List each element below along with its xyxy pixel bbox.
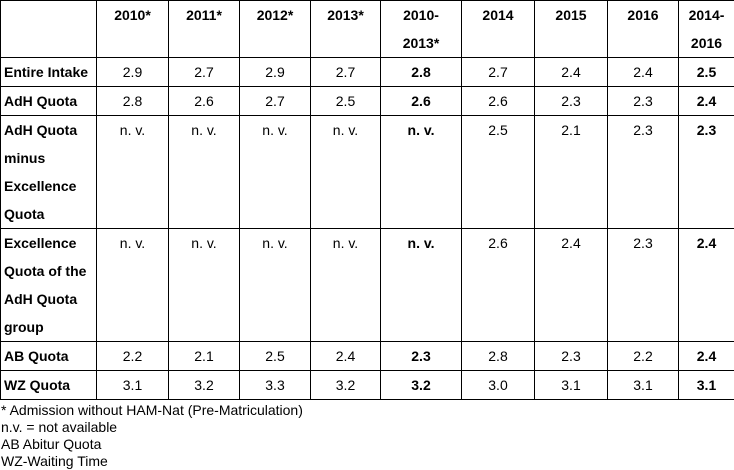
footnote-wz: WZ-Waiting Time (1, 453, 734, 470)
header-2014: 2014 (462, 1, 535, 58)
footnotes: * Admission without HAM-Nat (Pre-Matricu… (0, 402, 734, 470)
row-label: AdH Quota (1, 87, 97, 116)
table-cell: n. v. (169, 229, 240, 342)
table-cell: 2.3 (381, 342, 462, 371)
table-cell: n. v. (97, 116, 169, 229)
table-cell: 3.3 (240, 371, 311, 400)
table-cell: 3.2 (381, 371, 462, 400)
table-cell: 2.6 (462, 229, 535, 342)
header-2016: 2016 (608, 1, 679, 58)
table-cell: n. v. (311, 116, 381, 229)
table-cell: 2.4 (608, 58, 679, 87)
table-cell: 3.1 (97, 371, 169, 400)
table-cell: 2.3 (608, 116, 679, 229)
table-cell: 2.4 (679, 342, 734, 371)
header-2010: 2010* (97, 1, 169, 58)
header-2013: 2013* (311, 1, 381, 58)
row-label: WZ Quota (1, 371, 97, 400)
table-cell: 2.2 (608, 342, 679, 371)
table-cell: 3.1 (608, 371, 679, 400)
table-cell: n. v. (240, 229, 311, 342)
table-cell: 3.2 (169, 371, 240, 400)
table-cell: 2.8 (381, 58, 462, 87)
table-cell: 2.4 (311, 342, 381, 371)
table-cell: 2.5 (240, 342, 311, 371)
table-cell: 3.1 (679, 371, 734, 400)
table-cell: 2.4 (679, 229, 734, 342)
header-2014-2016: 2014- 2016 (679, 1, 734, 58)
table-cell: 2.2 (97, 342, 169, 371)
row-label: Excellence Quota of the AdH Quota group (1, 229, 97, 342)
table-cell: 2.6 (462, 87, 535, 116)
header-row: 2010* 2011* 2012* 2013* 2010- 2013* 2014… (1, 1, 734, 58)
header-2010-2013: 2010- 2013* (381, 1, 462, 58)
grades-table: 2010* 2011* 2012* 2013* 2010- 2013* 2014… (0, 0, 734, 400)
footnote-nv: n.v. = not available (1, 419, 734, 436)
table-cell: 2.9 (97, 58, 169, 87)
table-cell: 2.6 (169, 87, 240, 116)
table-cell: 2.7 (462, 58, 535, 87)
row-label: AdH Quota minus Excellence Quota (1, 116, 97, 229)
header-corner (1, 1, 97, 58)
header-2012: 2012* (240, 1, 311, 58)
table-cell: 2.1 (535, 116, 608, 229)
table-cell: 2.4 (535, 58, 608, 87)
table-cell: 2.4 (535, 229, 608, 342)
table-cell: 2.7 (240, 87, 311, 116)
table-cell: 2.9 (240, 58, 311, 87)
table-cell: n. v. (240, 116, 311, 229)
table-cell: 2.6 (381, 87, 462, 116)
table-cell: 3.1 (535, 371, 608, 400)
table-cell: 2.1 (169, 342, 240, 371)
table-cell: n. v. (381, 116, 462, 229)
table-cell: 2.8 (97, 87, 169, 116)
table-cell: 2.7 (311, 58, 381, 87)
table-cell: n. v. (169, 116, 240, 229)
row-label: Entire Intake (1, 58, 97, 87)
footnote-admission: * Admission without HAM-Nat (Pre-Matricu… (1, 402, 734, 419)
table-cell: 3.0 (462, 371, 535, 400)
table-cell: 2.3 (608, 87, 679, 116)
table-cell: 2.4 (679, 87, 734, 116)
table-cell: n. v. (97, 229, 169, 342)
table-cell: 3.2 (311, 371, 381, 400)
header-2011: 2011* (169, 1, 240, 58)
table-cell: 2.3 (679, 116, 734, 229)
table-cell: n. v. (381, 229, 462, 342)
table-cell: 2.5 (679, 58, 734, 87)
table-cell: 2.3 (608, 229, 679, 342)
table-cell: n. v. (311, 229, 381, 342)
footnote-ab: AB Abitur Quota (1, 436, 734, 453)
table-cell: 2.5 (462, 116, 535, 229)
table-cell: 2.3 (535, 342, 608, 371)
table-cell: 2.8 (462, 342, 535, 371)
table-cell: 2.3 (535, 87, 608, 116)
table-cell: 2.7 (169, 58, 240, 87)
row-label: AB Quota (1, 342, 97, 371)
table-cell: 2.5 (311, 87, 381, 116)
header-2015: 2015 (535, 1, 608, 58)
